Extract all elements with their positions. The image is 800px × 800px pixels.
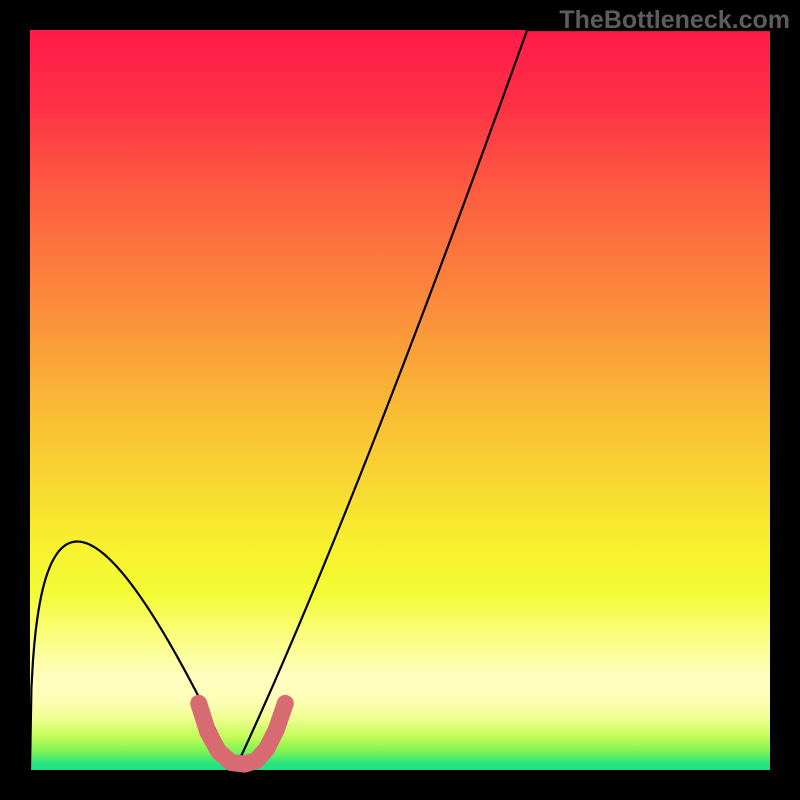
chart-svg (0, 0, 800, 800)
chart-container: TheBottleneck.com (0, 0, 800, 800)
watermark-text: TheBottleneck.com (559, 6, 790, 35)
gradient-plot-area (30, 30, 770, 770)
